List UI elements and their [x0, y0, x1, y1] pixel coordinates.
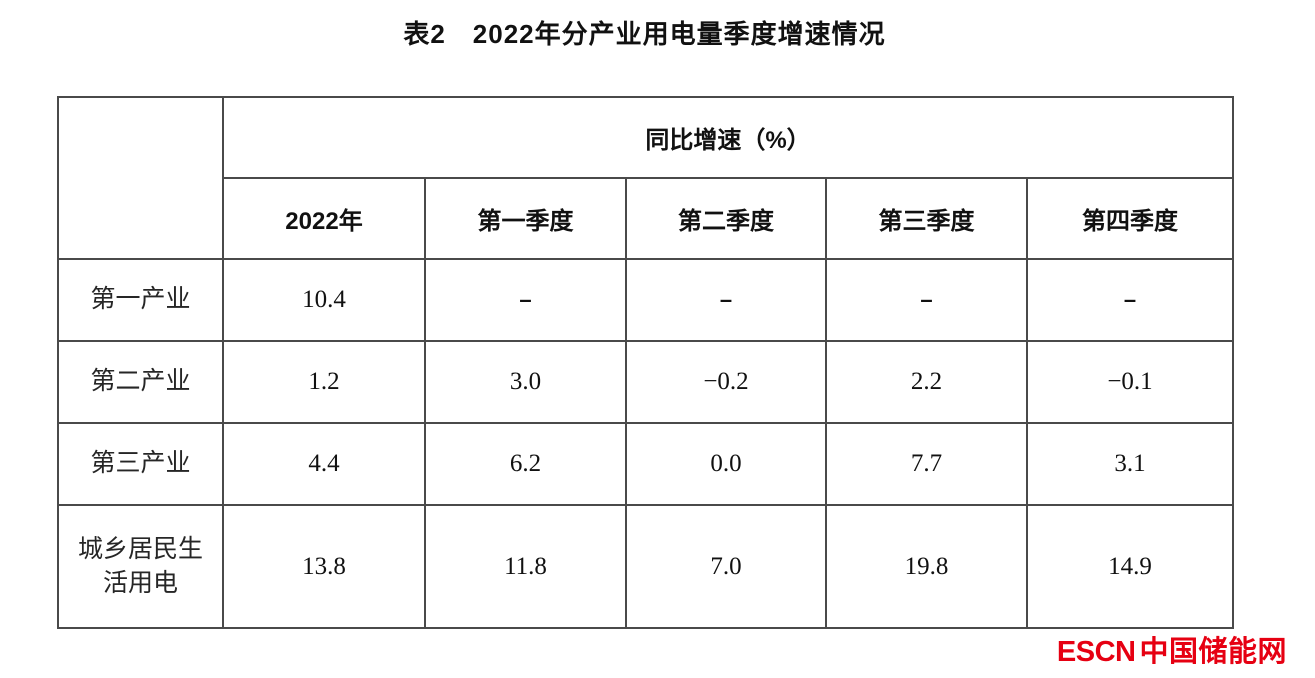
group-header-row: 同比增速（%）	[57, 96, 1234, 260]
value-cell: 1.2	[222, 340, 426, 424]
site-logo: ESCN 中国储能网	[1057, 628, 1287, 670]
site-logo-cn: 中国储能网	[1139, 636, 1287, 668]
value-cell: 7.7	[825, 422, 1028, 506]
site-logo-en: ESCN	[1056, 636, 1136, 668]
value-cell: –	[625, 258, 827, 342]
value-cell: 2.2	[825, 340, 1028, 424]
value-cell: 4.4	[222, 422, 426, 506]
value-cell: –	[825, 258, 1028, 342]
row-label: 第三产业	[57, 422, 224, 506]
title-bar: 表2 2022年分产业用电量季度增速情况	[57, 14, 1232, 51]
value-cell: –	[424, 258, 627, 342]
table-row-secondary-industry: 第二产业 1.2 3.0 −0.2 2.2 −0.1	[57, 340, 1234, 424]
value-cell: 11.8	[424, 504, 627, 629]
column-header-2022: 2022年	[222, 177, 426, 260]
value-cell: 14.9	[1026, 504, 1234, 629]
row-label: 第一产业	[57, 258, 224, 342]
value-cell: 3.0	[424, 340, 627, 424]
column-header-q3: 第三季度	[825, 177, 1028, 260]
column-header-q2: 第二季度	[625, 177, 827, 260]
table-row-residential: 城乡居民生活用电 13.8 11.8 7.0 19.8 14.9	[57, 504, 1234, 629]
value-cell: 10.4	[222, 258, 426, 342]
value-cell: −0.1	[1026, 340, 1234, 424]
value-cell: 13.8	[222, 504, 426, 629]
column-header-row: 2022年 第一季度 第二季度 第三季度 第四季度	[58, 177, 1234, 260]
row-label: 第二产业	[57, 340, 224, 424]
value-cell: 6.2	[424, 422, 627, 506]
group-header-cell: 同比增速（%）	[222, 96, 1234, 179]
page-title: 表2 2022年分产业用电量季度增速情况	[403, 19, 886, 49]
value-cell: 19.8	[825, 504, 1028, 629]
row-label: 城乡居民生活用电	[57, 504, 224, 629]
value-cell: –	[1026, 258, 1234, 342]
value-cell: −0.2	[625, 340, 827, 424]
value-cell: 0.0	[625, 422, 827, 506]
value-cell: 3.1	[1026, 422, 1234, 506]
column-header-q4: 第四季度	[1026, 177, 1234, 260]
electricity-growth-table: 同比增速（%） 2022年 第一季度 第二季度 第三季度 第四季度 第一产业 1…	[57, 96, 1234, 629]
table-row-primary-industry: 第一产业 10.4 – – – –	[57, 258, 1234, 342]
corner-cell	[57, 96, 224, 260]
table-row-tertiary-industry: 第三产业 4.4 6.2 0.0 7.7 3.1	[57, 422, 1234, 506]
value-cell: 7.0	[625, 504, 827, 629]
column-header-q1: 第一季度	[424, 177, 627, 260]
